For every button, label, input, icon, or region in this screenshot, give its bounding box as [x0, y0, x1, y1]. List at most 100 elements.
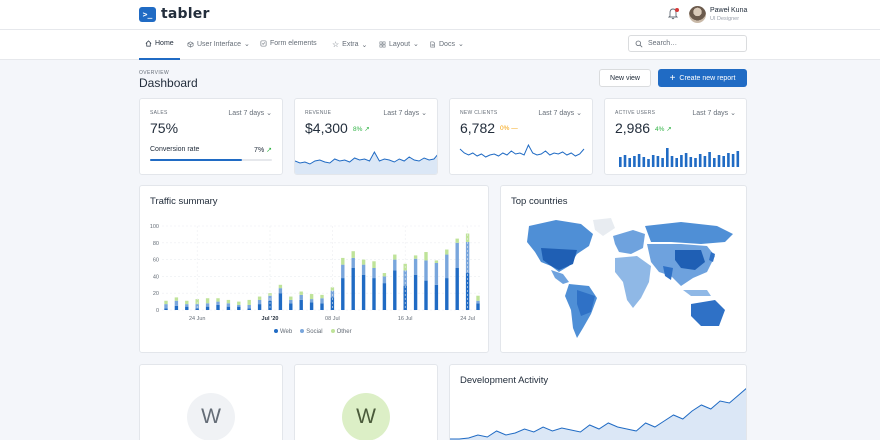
world-map[interactable] — [511, 216, 741, 346]
nav-item-home[interactable]: Home — [145, 40, 174, 47]
bar-social[interactable] — [445, 254, 449, 279]
bar-web[interactable] — [268, 300, 272, 310]
bar-other[interactable] — [424, 252, 428, 261]
bar-other[interactable] — [195, 299, 199, 305]
range-dropdown[interactable]: Last 7 days ⌄ — [692, 110, 736, 117]
nav-item-user-interface[interactable]: User Interface ⌄ — [187, 40, 250, 48]
bar-social[interactable] — [465, 241, 470, 274]
bar-web[interactable] — [434, 284, 439, 310]
bar-social[interactable] — [216, 301, 220, 305]
bar-other[interactable] — [372, 261, 376, 268]
bar-social[interactable] — [372, 268, 376, 279]
avatar[interactable]: W — [187, 393, 235, 440]
bar-web[interactable] — [445, 278, 449, 310]
bar-web[interactable] — [341, 278, 345, 310]
bar-other[interactable] — [361, 259, 366, 265]
bar-social[interactable] — [247, 304, 251, 309]
legend-social[interactable]: Social — [300, 329, 323, 335]
bar-web[interactable] — [257, 304, 262, 310]
search-input[interactable]: Search… — [628, 35, 747, 52]
bar-social[interactable] — [434, 262, 439, 285]
bar-web[interactable] — [320, 303, 324, 310]
bar-other[interactable] — [216, 298, 220, 302]
bar-web[interactable] — [195, 308, 199, 310]
bar-web[interactable] — [164, 308, 168, 310]
bar-social[interactable] — [424, 260, 428, 281]
bar-other[interactable] — [289, 296, 293, 300]
new-view-button[interactable]: New view — [599, 69, 651, 87]
bar-social[interactable] — [382, 276, 387, 284]
legend-other[interactable]: Other — [330, 329, 352, 335]
logo-icon[interactable]: >_ — [139, 7, 156, 22]
bar-social[interactable] — [341, 264, 345, 279]
nav-item-form-elements[interactable]: Form elements — [260, 40, 317, 47]
bar-web[interactable] — [424, 280, 428, 310]
bar-social[interactable] — [205, 303, 210, 307]
bar-other[interactable] — [205, 298, 210, 304]
bar-social[interactable] — [289, 299, 293, 304]
bar-other[interactable] — [434, 260, 439, 263]
bar-social[interactable] — [320, 298, 324, 304]
bar-social[interactable] — [455, 242, 459, 268]
brand-name[interactable]: tabler — [161, 6, 210, 22]
bar-social[interactable] — [413, 258, 418, 275]
bar-other[interactable] — [278, 284, 283, 289]
bar-other[interactable] — [341, 257, 345, 265]
bar-web[interactable] — [289, 303, 293, 310]
create-report-button[interactable]: + Create new report — [658, 69, 747, 87]
bar-social[interactable] — [476, 300, 480, 304]
bar-other[interactable] — [393, 254, 397, 260]
bar-web[interactable] — [247, 308, 251, 310]
bar-social[interactable] — [226, 303, 231, 307]
bar-web[interactable] — [299, 299, 303, 310]
bar-web[interactable] — [372, 278, 376, 310]
bar-social[interactable] — [361, 264, 366, 275]
bar-other[interactable] — [445, 249, 449, 255]
bar-web[interactable] — [216, 304, 220, 310]
bar-web[interactable] — [403, 285, 407, 310]
bar-web[interactable] — [174, 305, 179, 310]
bar-web[interactable] — [278, 293, 283, 310]
bar-other[interactable] — [174, 297, 179, 301]
range-dropdown[interactable]: Last 7 days ⌄ — [538, 110, 582, 117]
bar-web[interactable] — [237, 306, 241, 310]
bar-social[interactable] — [185, 304, 189, 307]
bar-other[interactable] — [299, 291, 303, 295]
bar-web[interactable] — [393, 270, 397, 310]
nav-item-extra[interactable]: ☆ Extra ⌄ — [332, 40, 367, 49]
range-dropdown[interactable]: Last 7 days ⌄ — [383, 110, 427, 117]
bar-other[interactable] — [465, 233, 470, 242]
bar-other[interactable] — [330, 287, 335, 291]
avatar[interactable] — [689, 6, 706, 23]
bar-social[interactable] — [299, 294, 303, 300]
bar-web[interactable] — [205, 306, 210, 310]
bar-other[interactable] — [455, 238, 459, 243]
user-name[interactable]: Paweł Kuna — [710, 7, 748, 14]
bar-other[interactable] — [226, 299, 231, 304]
bar-other[interactable] — [309, 294, 314, 300]
bar-other[interactable] — [164, 300, 168, 305]
bar-other[interactable] — [351, 251, 355, 258]
bar-other[interactable] — [237, 301, 241, 305]
bar-web[interactable] — [382, 283, 387, 310]
bar-other[interactable] — [320, 294, 324, 299]
avatar[interactable]: W — [342, 393, 390, 440]
bar-web[interactable] — [351, 268, 355, 310]
bar-web[interactable] — [455, 268, 459, 310]
bar-other[interactable] — [247, 299, 251, 305]
bar-social[interactable] — [351, 257, 355, 268]
bar-web[interactable] — [361, 274, 366, 310]
bar-web[interactable] — [226, 306, 231, 310]
bar-web[interactable] — [185, 306, 189, 310]
bar-other[interactable] — [476, 295, 480, 301]
bar-other[interactable] — [185, 300, 189, 305]
bar-social[interactable] — [393, 259, 397, 271]
bar-web[interactable] — [413, 274, 418, 310]
bar-other[interactable] — [413, 255, 418, 259]
nav-item-layout[interactable]: Layout ⌄ — [379, 40, 419, 48]
bar-social[interactable] — [237, 304, 241, 307]
bar-social[interactable] — [257, 299, 262, 305]
legend-web[interactable]: Web — [274, 329, 292, 335]
bar-social[interactable] — [174, 300, 179, 306]
bar-social[interactable] — [309, 299, 314, 303]
